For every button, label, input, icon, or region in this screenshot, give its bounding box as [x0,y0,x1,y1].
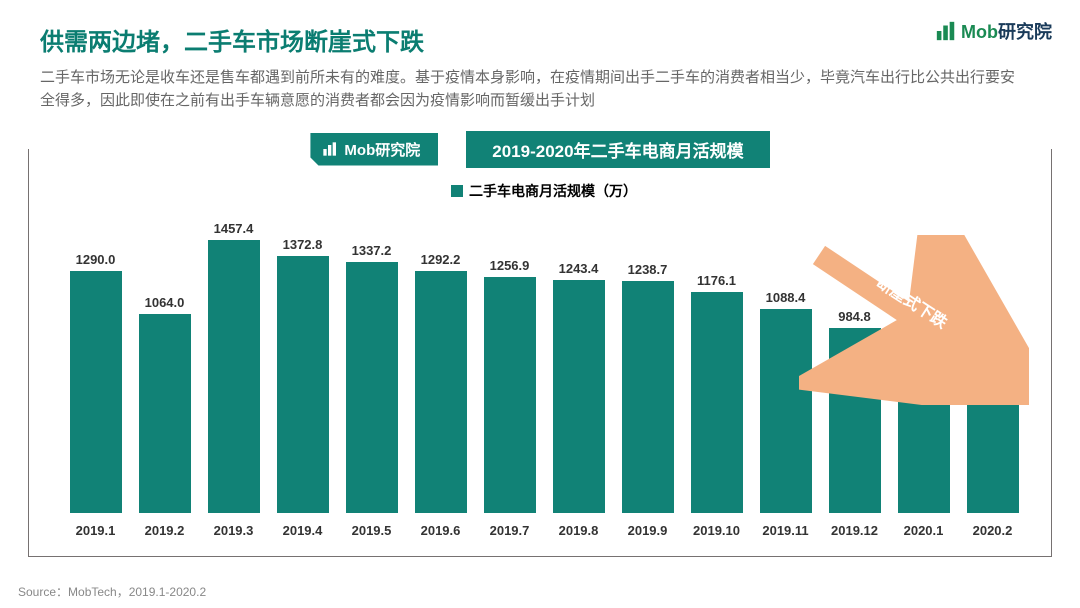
bar-value-label: 984.8 [838,309,871,324]
bar-col: 1337.2 [337,243,406,513]
bar-rect [415,271,467,513]
page-title: 供需两边堵，二手车市场断崖式下跌 [40,22,1040,57]
bar-col: 984.8 [820,309,889,513]
source-note: Source：MobTech，2019.1-2020.2 [18,583,206,600]
bar-col: 1238.7 [613,262,682,513]
xaxis-label: 2019.8 [544,523,613,538]
xaxis-label: 2019.4 [268,523,337,538]
page-subtitle: 二手车市场无论是收车还是售车都遇到前所未有的难度。基于疫情本身影响，在疫情期间出… [40,67,1020,112]
chart-title: 2019-2020年二手车电商月活规模 [466,131,769,168]
bar-rect [139,314,191,514]
brand-bars-icon [935,20,957,42]
bar-value-label: 1290.0 [76,252,116,267]
bar-rect [553,280,605,513]
legend-swatch [451,185,463,197]
xaxis-label: 2019.5 [337,523,406,538]
bar-rect [829,328,881,513]
bar-col: 1290.0 [61,252,130,513]
brand-bars-icon [322,141,338,157]
bar-rect [70,271,122,513]
bar-col: 1256.9 [475,258,544,513]
chart-area: 二手车电商月活规模（万） 1290.0 1064.0 1457.4 1372.8 133… [28,149,1052,557]
brand-suffix: 研究院 [998,22,1052,42]
bar-value-label: 1176.1 [697,273,736,288]
bar-col: 644.5 [958,373,1027,513]
bar-col: 812.0 [889,342,958,513]
xaxis-label: 2019.10 [682,523,751,538]
xaxis-row: 2019.12019.22019.32019.42019.52019.62019… [57,513,1031,538]
xaxis-label: 2019.12 [820,523,889,538]
bar-value-label: 1088.4 [766,290,806,305]
bar-value-label: 644.5 [976,373,1009,388]
legend-label: 二手车电商月活规模（万） [469,183,637,199]
chart-legend: 二手车电商月活规模（万） [57,181,1031,201]
xaxis-label: 2020.1 [889,523,958,538]
header: 供需两边堵，二手车市场断崖式下跌 二手车市场无论是收车还是售车都遇到前所未有的难… [0,0,1080,120]
brand-logo: Mob研究院 [935,18,1052,44]
chart-frame: Mob研究院 2019-2020年二手车电商月活规模 二手车电商月活规模（万） … [28,132,1052,557]
bar-col: 1243.4 [544,261,613,513]
bars-row: 1290.0 1064.0 1457.4 1372.8 1337.2 1292.2 1256… [57,213,1031,513]
brand-bold: Mob [961,22,998,42]
bar-col: 1457.4 [199,221,268,513]
bar-rect [691,292,743,513]
xaxis-label: 2019.6 [406,523,475,538]
bar-value-label: 1372.8 [283,237,323,252]
xaxis-label: 2019.9 [613,523,682,538]
xaxis-label: 2019.3 [199,523,268,538]
bar-value-label: 812.0 [907,342,940,357]
bar-value-label: 1337.2 [352,243,392,258]
bar-value-label: 1457.4 [214,221,254,236]
bar-col: 1176.1 [682,273,751,513]
bar-col: 1064.0 [130,295,199,514]
bar-rect [622,281,674,513]
bar-col: 1292.2 [406,252,475,513]
bar-rect [208,240,260,513]
bar-value-label: 1064.0 [145,295,185,310]
bar-rect [898,361,950,513]
bar-value-label: 1292.2 [421,252,461,267]
titlebar-brand: Mob研究院 [310,133,438,166]
xaxis-label: 2019.1 [61,523,130,538]
bar-rect [346,262,398,513]
bar-rect [277,256,329,513]
bar-col: 1088.4 [751,290,820,513]
bar-rect [967,392,1019,513]
bar-value-label: 1238.7 [628,262,668,277]
bar-rect [760,309,812,513]
xaxis-label: 2019.2 [130,523,199,538]
bar-value-label: 1243.4 [559,261,599,276]
xaxis-label: 2020.2 [958,523,1027,538]
bar-col: 1372.8 [268,237,337,513]
bar-rect [484,277,536,513]
xaxis-label: 2019.7 [475,523,544,538]
xaxis-label: 2019.11 [751,523,820,538]
bar-value-label: 1256.9 [490,258,530,273]
